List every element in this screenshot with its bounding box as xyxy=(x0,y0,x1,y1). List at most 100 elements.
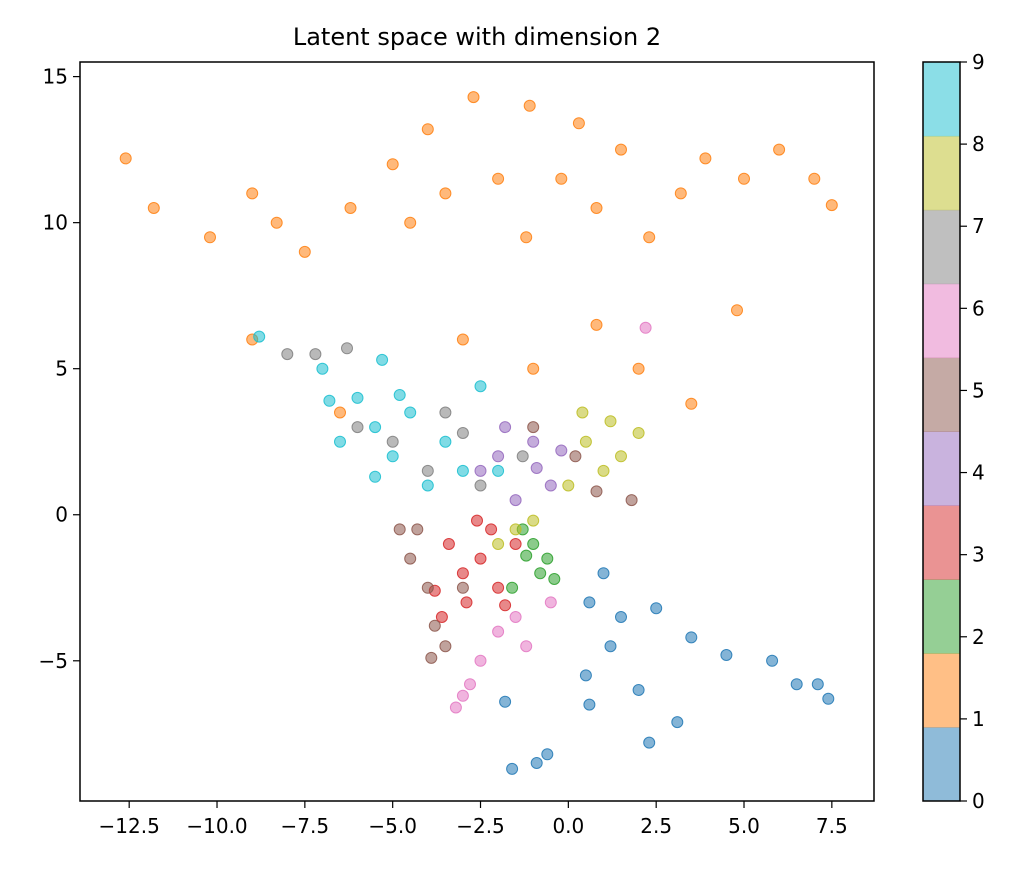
data-point xyxy=(527,362,540,375)
data-point xyxy=(632,684,645,696)
colorbar-segment xyxy=(923,62,960,137)
data-point xyxy=(523,99,536,112)
data-point xyxy=(499,599,512,612)
colorbar-tick-label: 3 xyxy=(972,543,985,567)
data-point xyxy=(334,435,346,448)
colorbar-segment xyxy=(923,431,960,506)
data-point xyxy=(474,654,487,667)
data-point xyxy=(456,567,469,580)
data-point xyxy=(811,678,824,691)
data-point xyxy=(639,321,652,334)
chart-title: Latent space with dimension 2 xyxy=(293,23,661,51)
data-point xyxy=(204,231,216,244)
data-point xyxy=(442,538,455,550)
data-point xyxy=(281,348,294,361)
data-point xyxy=(393,389,406,401)
x-axis: −12.5 −10.0 −7.5 −5.0 −2.5 0.0 2.5 5.0 7.5 xyxy=(99,801,848,838)
data-point xyxy=(527,421,540,434)
data-point xyxy=(298,245,311,258)
data-point xyxy=(439,435,452,448)
data-point xyxy=(527,435,540,448)
data-point xyxy=(615,450,627,463)
colorbar-tick-label: 0 xyxy=(972,789,985,813)
data-point xyxy=(766,654,779,667)
data-point xyxy=(474,552,487,565)
data-point xyxy=(650,602,663,615)
data-point xyxy=(246,187,259,200)
data-point xyxy=(790,678,803,691)
x-tick-label: −5.0 xyxy=(368,814,417,838)
colorbar-tick-label: 2 xyxy=(972,625,985,649)
colorbar-frame xyxy=(922,61,961,802)
y-tick-label: 0 xyxy=(55,503,68,527)
data-point xyxy=(506,581,519,594)
data-point xyxy=(583,596,596,609)
data-point xyxy=(492,450,505,463)
colorbar-segment xyxy=(923,579,960,654)
colorbar: 0 1 2 3 4 5 6 7 8 9 xyxy=(922,50,985,813)
colorbar-segment xyxy=(923,653,960,728)
colorbar-tick-label: 8 xyxy=(972,132,985,156)
data-point xyxy=(590,202,603,214)
data-point xyxy=(253,330,266,343)
data-point xyxy=(544,596,557,609)
data-point xyxy=(579,669,592,682)
data-point xyxy=(615,143,627,156)
data-point xyxy=(520,231,533,244)
y-tick-label: −5 xyxy=(39,649,68,673)
data-point xyxy=(474,479,487,492)
data-point xyxy=(822,692,835,705)
data-point xyxy=(548,573,561,585)
data-point xyxy=(421,581,434,594)
data-point xyxy=(685,631,698,644)
data-point xyxy=(344,202,357,214)
data-point xyxy=(147,202,160,214)
data-point xyxy=(341,342,353,355)
colorbar-segment xyxy=(923,727,960,802)
x-tick-label: 2.5 xyxy=(640,814,672,838)
y-tick-label: 15 xyxy=(43,65,68,89)
data-point xyxy=(590,318,603,331)
data-point xyxy=(825,199,838,212)
data-point xyxy=(411,523,424,536)
data-point xyxy=(597,464,610,477)
series-1 xyxy=(119,91,838,419)
data-point xyxy=(590,485,603,498)
series-8 xyxy=(492,406,645,550)
data-point xyxy=(731,304,743,317)
colorbar-segment xyxy=(923,135,960,211)
data-point xyxy=(773,143,786,156)
data-point xyxy=(530,462,543,474)
data-point xyxy=(456,689,469,702)
data-point xyxy=(421,123,434,136)
data-point xyxy=(492,581,505,594)
data-point xyxy=(425,651,438,664)
data-point xyxy=(569,450,582,463)
colorbar-segment xyxy=(923,505,960,580)
data-point xyxy=(544,479,557,492)
data-point xyxy=(579,435,592,448)
data-point xyxy=(464,678,476,691)
colorbar-tick-label: 4 xyxy=(972,461,985,485)
data-point xyxy=(499,421,512,434)
data-point xyxy=(516,450,529,463)
data-point xyxy=(520,640,533,653)
data-point xyxy=(674,187,687,200)
data-point xyxy=(509,538,522,550)
data-point xyxy=(316,362,329,375)
data-point xyxy=(439,640,452,653)
data-point xyxy=(509,523,522,536)
x-tick-label: −7.5 xyxy=(281,814,330,838)
data-point xyxy=(509,611,522,623)
data-point xyxy=(386,435,399,448)
colorbar-segment xyxy=(923,283,960,359)
data-point xyxy=(492,464,505,477)
data-point xyxy=(808,172,821,185)
data-point xyxy=(351,421,364,434)
data-point xyxy=(499,695,512,708)
data-point xyxy=(685,397,698,410)
data-point xyxy=(541,748,554,761)
data-point xyxy=(530,757,543,769)
data-point xyxy=(428,619,441,632)
